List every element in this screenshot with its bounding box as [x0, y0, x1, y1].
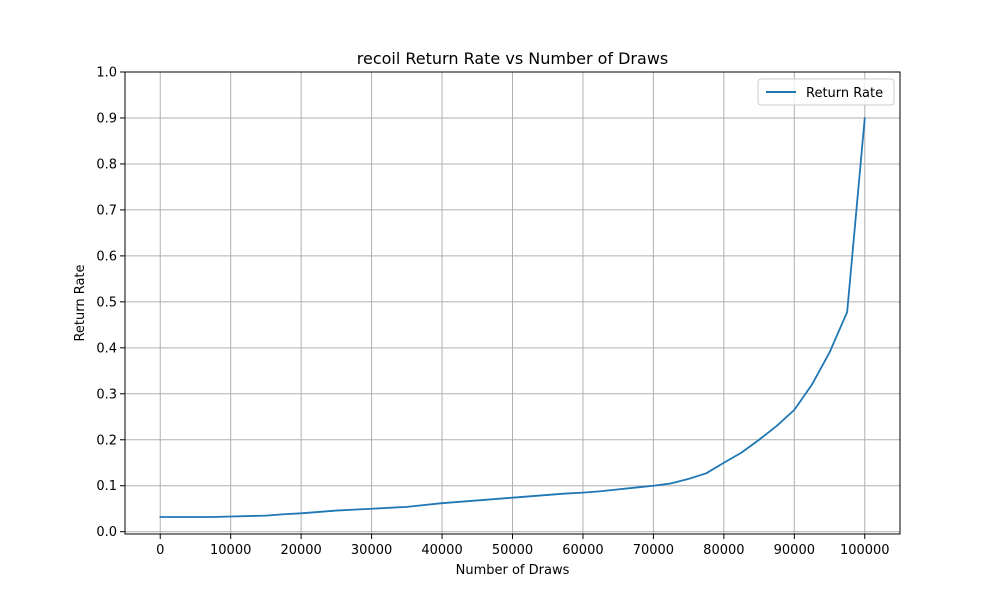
- y-axis-ticks: 0.0 0.1 0.2 0.3 0.4 0.5 0.6 0.7 0.8 0.9 1.0: [96, 66, 125, 540]
- y-tick-label: 0.3: [96, 387, 117, 402]
- y-tick-label: 0.7: [96, 203, 117, 218]
- x-tick-label: 10000: [210, 543, 251, 558]
- y-tick-label: 0.0: [96, 525, 117, 540]
- x-tick-label: 70000: [633, 543, 674, 558]
- series-line-return-rate: [159, 117, 866, 518]
- x-tick-label: 0: [156, 543, 164, 558]
- chart-title: recoil Return Rate vs Number of Draws: [357, 49, 668, 68]
- x-tick-label: 50000: [492, 543, 533, 558]
- x-tick-label: 30000: [351, 543, 392, 558]
- x-tick-label: 100000: [840, 543, 890, 558]
- y-tick-label: 0.9: [96, 111, 117, 126]
- x-axis-label: Number of Draws: [456, 563, 570, 578]
- legend-label: Return Rate: [806, 86, 883, 101]
- y-axis-label: Return Rate: [73, 264, 88, 341]
- y-tick-label: 1.0: [96, 66, 117, 81]
- x-tick-label: 40000: [421, 543, 462, 558]
- y-tick-label: 0.4: [96, 341, 117, 356]
- y-tick-label: 0.6: [96, 249, 117, 264]
- y-tick-label: 0.5: [96, 295, 117, 310]
- x-tick-label: 20000: [280, 543, 321, 558]
- x-axis-ticks: 0 10000 20000 30000 40000 50000 60000 70000 8000…: [156, 534, 890, 558]
- legend: Return Rate: [757, 78, 895, 106]
- series-layer: [159, 117, 866, 518]
- y-tick-label: 0.1: [96, 479, 117, 494]
- legend-box: [757, 78, 895, 106]
- y-tick-label: 0.2: [96, 433, 117, 448]
- x-tick-label: 60000: [562, 543, 603, 558]
- x-tick-label: 90000: [774, 543, 815, 558]
- x-tick-label: 80000: [703, 543, 744, 558]
- y-tick-label: 0.8: [96, 157, 117, 172]
